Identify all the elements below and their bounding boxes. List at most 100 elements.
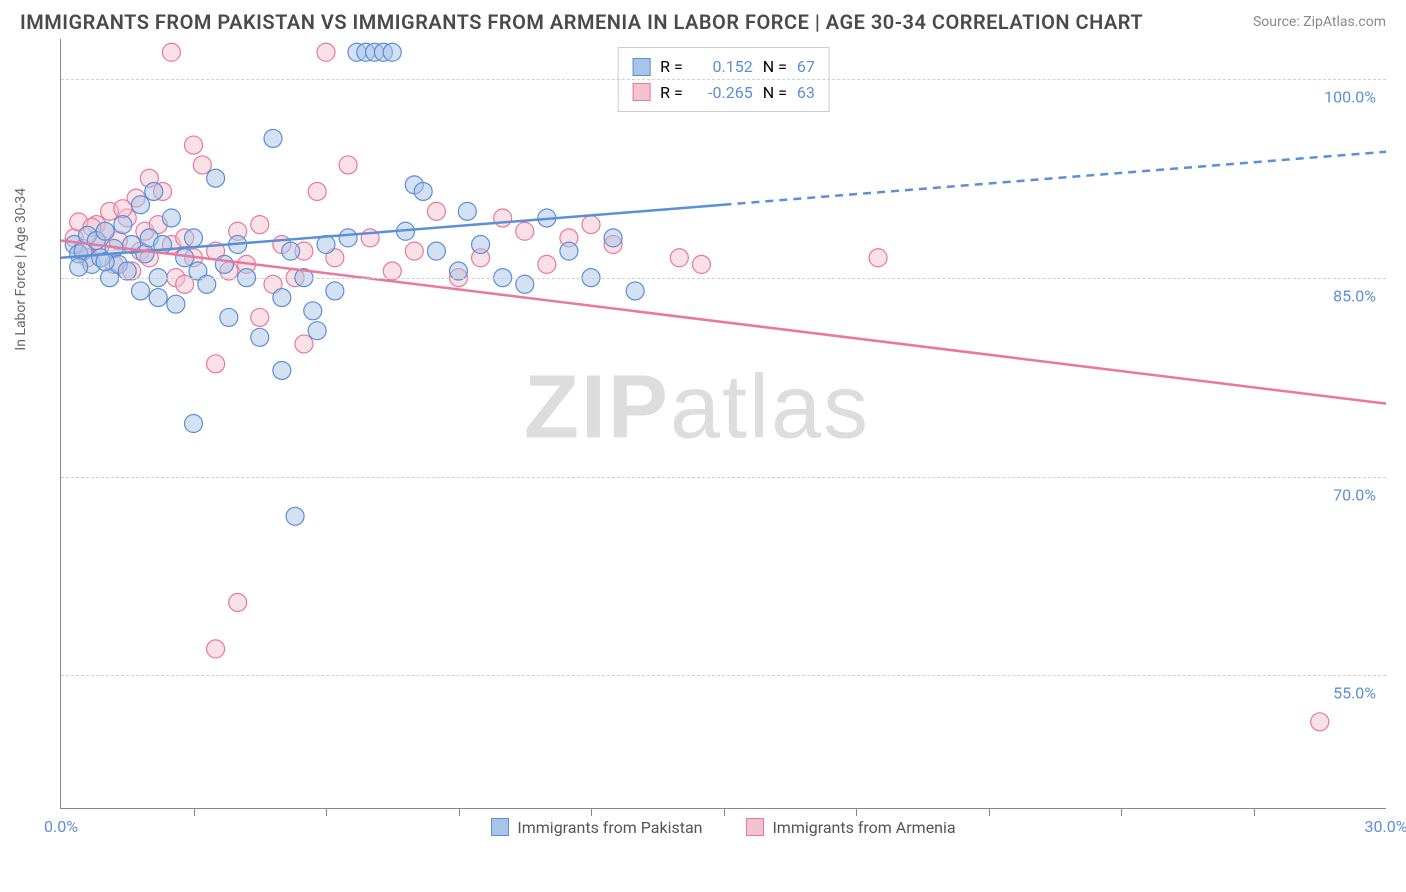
scatter-point (167, 295, 185, 313)
scatter-point (560, 242, 578, 260)
scatter-point (282, 242, 300, 260)
chart-title: IMMIGRANTS FROM PAKISTAN VS IMMIGRANTS F… (20, 10, 1143, 34)
scatter-point (251, 308, 269, 326)
scatter-point (70, 258, 88, 276)
n-label: N = (763, 80, 787, 106)
y-tick-label: 100.0% (1324, 87, 1376, 106)
r-label: R = (660, 80, 683, 106)
source-attribution: Source: ZipAtlas.com (1253, 14, 1386, 30)
gridline-h (61, 675, 1386, 676)
x-minor-tick (194, 808, 195, 816)
series-legend: Immigrants from Pakistan Immigrants from… (61, 818, 1386, 841)
scatter-point (185, 136, 203, 154)
chart-svg (61, 39, 1386, 808)
x-tick-label: 0.0% (44, 817, 78, 836)
scatter-point (538, 255, 556, 273)
scatter-point (308, 182, 326, 200)
scatter-point (132, 282, 150, 300)
scatter-point (582, 216, 600, 234)
x-minor-tick (724, 808, 725, 816)
scatter-point (494, 209, 512, 227)
scatter-point (295, 335, 313, 353)
y-tick-label: 55.0% (1333, 684, 1376, 703)
scatter-point (215, 255, 233, 273)
scatter-point (132, 196, 150, 214)
scatter-point (229, 593, 247, 611)
scatter-point (339, 229, 357, 247)
legend-label-armenia: Immigrants from Armenia (772, 818, 955, 837)
x-minor-tick (591, 808, 592, 816)
scatter-point (273, 361, 291, 379)
scatter-point (96, 222, 114, 240)
scatter-point (286, 507, 304, 525)
n-value-pakistan: 67 (797, 54, 815, 80)
scatter-point (145, 182, 163, 200)
scatter-point (414, 182, 432, 200)
x-minor-tick (1121, 808, 1122, 816)
gridline-h (61, 477, 1386, 478)
scatter-point (869, 249, 887, 267)
legend-row-pakistan: R = 0.152 N = 67 (632, 54, 815, 80)
scatter-point (220, 308, 238, 326)
scatter-point (114, 200, 132, 218)
scatter-point (149, 289, 167, 307)
scatter-point (114, 216, 132, 234)
scatter-point (405, 242, 423, 260)
chart-plot-area: In Labor Force | Age 30-34 ZIPatlas R = … (60, 39, 1386, 809)
scatter-point (185, 415, 203, 433)
scatter-point (1311, 713, 1329, 731)
swatch-armenia (632, 83, 650, 101)
scatter-point (339, 156, 357, 174)
scatter-point (427, 202, 445, 220)
y-tick-label: 85.0% (1333, 286, 1376, 305)
scatter-point (308, 322, 326, 340)
legend-item-armenia: Immigrants from Armenia (746, 818, 955, 837)
x-tick-label: 30.0% (1365, 817, 1406, 836)
scatter-point (317, 43, 335, 61)
n-label: N = (763, 54, 787, 80)
gridline-h (61, 79, 1386, 80)
n-value-armenia: 63 (797, 80, 815, 106)
scatter-point (304, 302, 322, 320)
scatter-point (136, 245, 154, 263)
scatter-point (162, 209, 180, 227)
legend-label-pakistan: Immigrants from Pakistan (517, 818, 702, 837)
scatter-point (207, 169, 225, 187)
scatter-point (692, 255, 710, 273)
scatter-point (251, 216, 269, 234)
scatter-point (326, 282, 344, 300)
scatter-point (207, 355, 225, 373)
x-minor-tick (989, 808, 990, 816)
x-minor-tick (459, 808, 460, 816)
swatch-pakistan (491, 818, 509, 836)
chart-header: IMMIGRANTS FROM PAKISTAN VS IMMIGRANTS F… (0, 0, 1406, 39)
gridline-h (61, 278, 1386, 279)
scatter-point (162, 43, 180, 61)
scatter-point (273, 289, 291, 307)
scatter-point (670, 249, 688, 267)
trend-line-extrapolated (724, 152, 1387, 205)
r-label: R = (660, 54, 683, 80)
scatter-point (604, 229, 622, 247)
x-minor-tick (856, 808, 857, 816)
scatter-point (383, 43, 401, 61)
legend-row-armenia: R = -0.265 N = 63 (632, 80, 815, 106)
scatter-point (185, 229, 203, 247)
scatter-point (264, 129, 282, 147)
x-minor-tick (1254, 808, 1255, 816)
scatter-point (516, 222, 534, 240)
scatter-point (251, 328, 269, 346)
legend-item-pakistan: Immigrants from Pakistan (491, 818, 702, 837)
x-minor-tick (326, 808, 327, 816)
r-value-armenia: -0.265 (693, 80, 753, 106)
y-axis-label: In Labor Force | Age 30-34 (13, 187, 29, 350)
scatter-point (207, 640, 225, 658)
y-tick-label: 70.0% (1333, 485, 1376, 504)
swatch-armenia (746, 818, 764, 836)
scatter-point (427, 242, 445, 260)
scatter-point (458, 202, 476, 220)
scatter-plot (61, 39, 1386, 808)
scatter-point (472, 236, 490, 254)
r-value-pakistan: 0.152 (693, 54, 753, 80)
swatch-pakistan (632, 58, 650, 76)
